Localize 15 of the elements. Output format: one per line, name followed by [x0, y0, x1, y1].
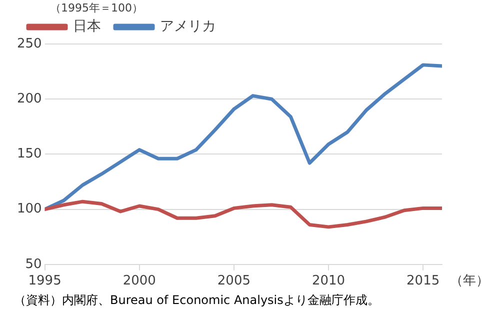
x-tick-label: 2005: [217, 274, 250, 289]
y-tick-label: 100: [16, 202, 42, 217]
y-tick-label: 150: [16, 146, 42, 162]
y-tick-label: 250: [16, 36, 42, 52]
legend-label: アメリカ: [160, 18, 216, 35]
y-tick-label: 50: [25, 256, 42, 272]
x-tick-label: 2015: [406, 274, 440, 289]
x-tick-label: 2000: [122, 274, 156, 289]
x-axis-title: （年）: [450, 273, 482, 288]
x-tick-label: 1995: [28, 274, 62, 289]
y-axis-title: （1995年＝100）: [50, 1, 143, 14]
legend-label: 日本: [73, 18, 101, 35]
text: （資料）内閣府、Bureau of Economic Analysisより金融庁作成。: [14, 292, 380, 309]
y-tick-label: 200: [16, 91, 42, 106]
x-tick-label: 2010: [312, 274, 346, 289]
